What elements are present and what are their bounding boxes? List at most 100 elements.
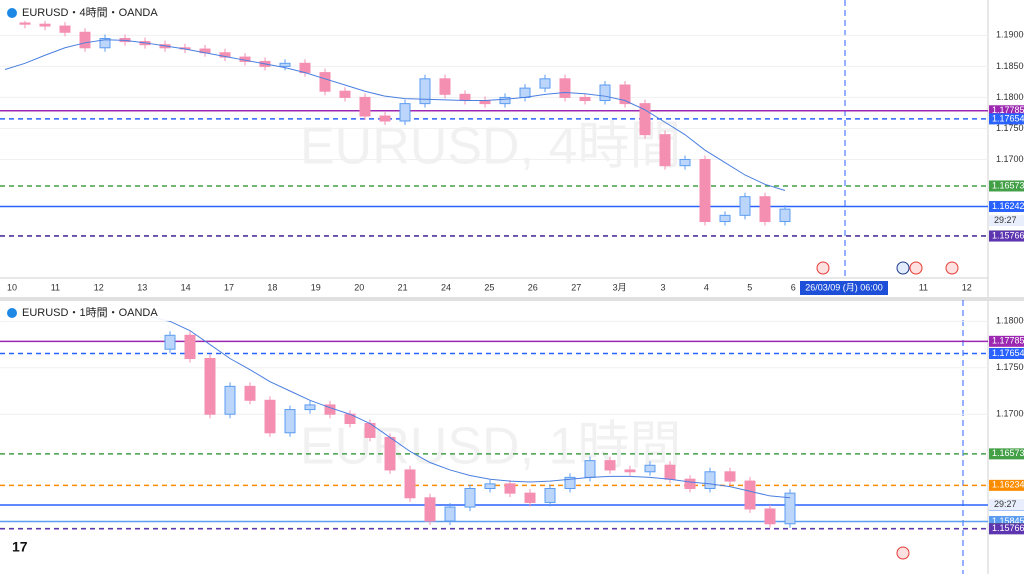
candle	[304, 404, 316, 411]
chart-title: EURUSD・4時間・OANDA	[22, 6, 158, 19]
x-tick-label: 14	[181, 282, 191, 292]
candle	[284, 409, 296, 434]
pane-1h: EURUSD, 1時間 1.18000 1.17500 1.17000 1.17785 1…	[0, 305, 1024, 535]
y-tick-label: 1.18000	[996, 316, 1024, 326]
candle	[599, 84, 611, 102]
countdown-tag	[989, 499, 1024, 511]
y-tick-label: 1.17500	[996, 123, 1024, 133]
x-tick-label: 21	[398, 282, 408, 292]
price-tag	[989, 201, 1024, 213]
candle	[219, 52, 231, 58]
candle	[764, 508, 776, 525]
candle	[244, 385, 256, 401]
candle	[719, 214, 731, 223]
price-tag	[989, 479, 1024, 491]
chart-title: EURUSD・1時間・OANDA	[22, 306, 158, 319]
x-tick-label: 17	[224, 282, 234, 292]
candle	[444, 506, 456, 522]
x-tick-label: 4	[704, 282, 709, 292]
candle	[224, 385, 236, 415]
candle	[639, 103, 651, 136]
price-label: 1.15766	[992, 230, 1024, 240]
x-tick-label: 20	[354, 282, 364, 292]
x-tick-label: 10	[7, 282, 17, 292]
x-tick-label: 25	[484, 282, 494, 292]
price-label: 1.17785	[992, 105, 1024, 115]
price-tag	[989, 180, 1024, 192]
price-tag	[989, 523, 1024, 535]
x-tick-label: 3	[660, 282, 665, 292]
candle	[264, 399, 276, 434]
price-tag	[989, 335, 1024, 347]
x-tick-label: 18	[267, 282, 277, 292]
price-label: 1.15766	[992, 523, 1024, 533]
candle	[319, 72, 331, 92]
logo: 17	[12, 539, 28, 555]
cursor-label: 26/03/09 (月) 06:00	[805, 282, 883, 292]
candle	[484, 483, 496, 490]
price-label: 1.17785	[992, 336, 1024, 346]
candle	[404, 469, 416, 499]
y-tick-label: 1.17000	[996, 154, 1024, 164]
candle	[699, 158, 711, 223]
candle	[184, 334, 196, 359]
x-tick-label: 5	[747, 282, 752, 292]
candle	[504, 483, 516, 494]
countdown-tag	[989, 215, 1024, 227]
price-label: 1.15845	[992, 516, 1024, 526]
candle	[684, 478, 696, 490]
candle	[644, 464, 656, 473]
candle	[384, 436, 396, 471]
x-tick-label: 12	[94, 282, 104, 292]
candle	[359, 96, 371, 117]
x-tick-label: 24	[441, 282, 451, 292]
pane-separator	[0, 297, 1024, 301]
candle	[459, 93, 471, 102]
x-tick-label: 11	[919, 282, 928, 292]
candle	[19, 22, 31, 25]
candle	[439, 78, 451, 95]
x-tick-label: 27	[571, 282, 581, 292]
price-tag	[989, 230, 1024, 242]
candle	[524, 492, 536, 503]
price-label: 1.16242	[992, 201, 1024, 211]
candle	[744, 480, 756, 510]
candle	[39, 23, 51, 27]
candle	[539, 78, 551, 89]
countdown: 29:27	[994, 499, 1017, 509]
price-tag	[989, 113, 1024, 125]
cursor-tag	[800, 281, 888, 295]
candle	[584, 460, 596, 478]
countdown: 29:27	[994, 215, 1017, 225]
candle	[759, 196, 771, 223]
price-tag	[989, 448, 1024, 460]
price-tag	[989, 347, 1024, 359]
price-label: 1.16573	[992, 448, 1024, 458]
candle	[164, 334, 176, 350]
moving-average	[4, 39, 786, 191]
price-label: 1.16234	[992, 480, 1024, 490]
candle	[499, 96, 511, 105]
price-tag	[989, 105, 1024, 117]
y-tick-label: 1.18000	[996, 92, 1024, 102]
flags	[816, 261, 959, 560]
symbol-icon	[7, 8, 17, 18]
candle	[724, 471, 736, 482]
price-label: 1.17654	[992, 348, 1024, 358]
y-tick-label: 1.17500	[996, 362, 1024, 372]
candle	[79, 31, 91, 49]
candle	[419, 78, 431, 105]
candle	[564, 476, 576, 490]
candle	[59, 25, 71, 33]
candle	[379, 115, 391, 122]
x-tick-label: 13	[137, 282, 147, 292]
moving-average	[149, 316, 791, 499]
candle	[559, 78, 571, 98]
pane-4h: EURUSD, 4時間1.190001.185001.180001.175001…	[0, 5, 1024, 295]
candle	[519, 87, 531, 98]
price-label: 1.17654	[992, 113, 1024, 123]
x-tick-label: 6	[791, 282, 796, 292]
header-bg	[2, 5, 187, 21]
candle	[544, 488, 556, 503]
